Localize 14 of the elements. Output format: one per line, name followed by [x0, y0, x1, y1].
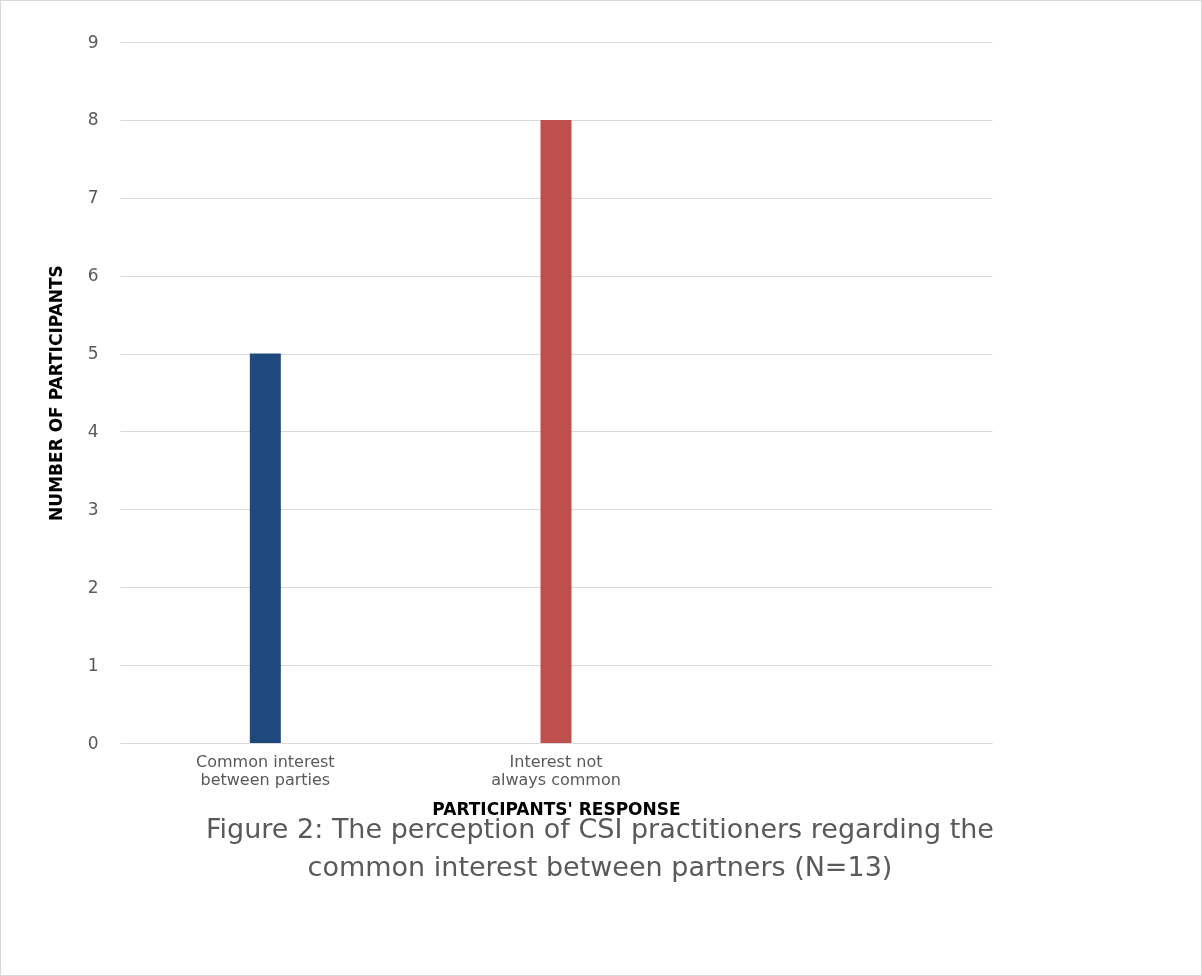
y-tick-label: 6	[87, 265, 99, 286]
y-tick-label: 8	[87, 109, 99, 130]
x-tick-label: Interest not always common	[491, 751, 621, 789]
y-tick-label: 2	[87, 576, 99, 597]
y-axis-title: NUMBER OF PARTICIPANTS	[45, 265, 66, 521]
y-tick-label: 7	[87, 187, 99, 208]
y-tick-label: 4	[87, 420, 99, 441]
y-tick-label: 5	[87, 343, 99, 364]
y-tick-label: 3	[87, 498, 99, 519]
x-axis-title: PARTICIPANTS' RESPONSE	[432, 798, 681, 819]
y-tick-label: 1	[87, 654, 99, 675]
y-tick-label: 0	[87, 732, 99, 753]
x-tick-label: Common interest between parties	[196, 751, 335, 789]
y-tick-label: 9	[87, 31, 99, 52]
